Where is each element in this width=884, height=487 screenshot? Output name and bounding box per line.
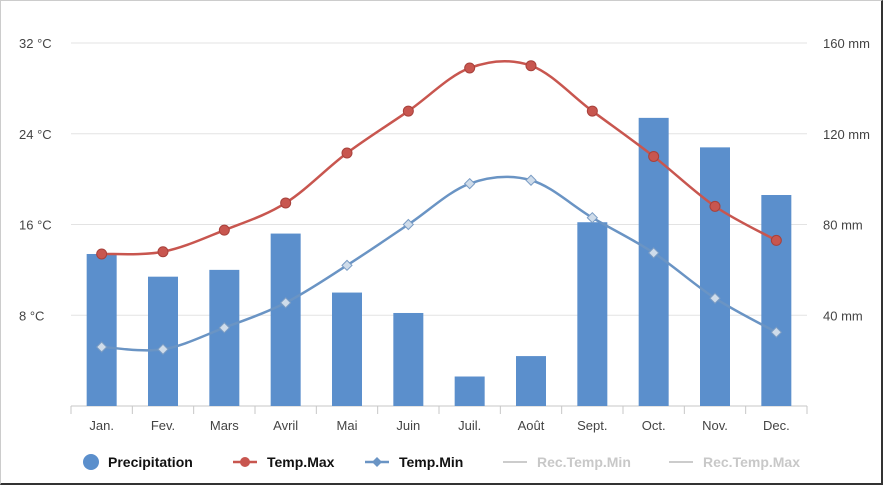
x-axis-tick-label: Jan.: [89, 418, 114, 433]
precipitation-bar[interactable]: [761, 195, 792, 406]
legend-item-label[interactable]: Temp.Max: [267, 454, 335, 470]
temp-min-point[interactable]: [218, 322, 231, 334]
temp-max-point[interactable]: [464, 62, 476, 74]
legend-item-label[interactable]: Rec.Temp.Max: [703, 454, 800, 470]
left-axis-tick-label: 16 °C: [19, 218, 52, 233]
x-axis-tick-label: Mai: [337, 418, 358, 433]
legend-temp-min-marker[interactable]: [372, 457, 382, 467]
temp-min-point[interactable]: [586, 211, 599, 224]
x-axis-tick-label: Oct.: [642, 418, 666, 433]
temp-max-point[interactable]: [402, 105, 414, 117]
legend-item-label[interactable]: Rec.Temp.Min: [537, 454, 631, 470]
x-axis-tick-label: Fev.: [151, 418, 175, 433]
temp-max-point[interactable]: [157, 246, 169, 258]
x-axis-tick-label: Juil.: [458, 418, 481, 433]
x-axis-tick-label: Mars: [210, 418, 239, 433]
x-axis-tick-label: Juin: [396, 418, 420, 433]
temp-max-point[interactable]: [648, 150, 660, 162]
temp-min-point[interactable]: [341, 259, 353, 272]
temp-max-point[interactable]: [709, 200, 721, 212]
right-axis-tick-label: 160 mm: [823, 36, 870, 51]
temp-min-point[interactable]: [279, 297, 292, 309]
temp-min-point[interactable]: [770, 326, 783, 338]
precipitation-bar[interactable]: [270, 233, 301, 406]
legend-item-label[interactable]: Temp.Min: [399, 454, 463, 470]
temp-max-point[interactable]: [218, 224, 230, 236]
precipitation-bar[interactable]: [577, 222, 608, 406]
x-axis-tick-label: Avril: [273, 418, 298, 433]
x-axis-tick-label: Nov.: [702, 418, 728, 433]
x-axis-tick-label: Août: [518, 418, 545, 433]
right-axis-tick-label: 120 mm: [823, 127, 870, 142]
temp-max-point[interactable]: [280, 197, 292, 209]
temp-min-line[interactable]: [101, 175, 777, 352]
x-axis-tick-label: Sept.: [577, 418, 607, 433]
legend-temp-max-marker[interactable]: [240, 457, 250, 467]
temp-max-point[interactable]: [341, 147, 353, 159]
temp-min-point[interactable]: [647, 247, 660, 259]
precipitation-bar[interactable]: [86, 253, 117, 406]
precipitation-bar[interactable]: [332, 292, 362, 406]
right-axis-tick-label: 80 mm: [823, 218, 863, 233]
left-axis-tick-label: 24 °C: [19, 127, 52, 142]
temp-max-point[interactable]: [96, 248, 108, 260]
temp-max-point[interactable]: [586, 105, 598, 117]
temp-max-point[interactable]: [525, 60, 537, 72]
temp-min-point[interactable]: [525, 174, 537, 186]
temp-min-point[interactable]: [709, 292, 721, 304]
precipitation-bar[interactable]: [516, 356, 546, 406]
temp-min-point[interactable]: [95, 341, 108, 353]
temp-max-line[interactable]: [101, 60, 777, 256]
legend-item-label[interactable]: Precipitation: [108, 454, 193, 470]
temp-min-point[interactable]: [463, 177, 476, 190]
precipitation-bar[interactable]: [393, 312, 424, 406]
left-axis-tick-label: 32 °C: [19, 36, 52, 51]
precipitation-bar[interactable]: [209, 269, 240, 406]
temp-min-point[interactable]: [157, 343, 169, 355]
precipitation-bar[interactable]: [700, 147, 730, 407]
precipitation-bar[interactable]: [148, 276, 178, 406]
temp-max-point[interactable]: [770, 234, 782, 246]
legend-precipitation-marker[interactable]: [83, 454, 99, 470]
left-axis-tick-label: 8 °C: [19, 308, 44, 323]
x-axis-tick-label: Dec.: [763, 418, 790, 433]
precipitation-bar[interactable]: [454, 376, 485, 406]
temp-min-point[interactable]: [402, 218, 415, 231]
right-axis-tick-label: 40 mm: [823, 308, 863, 323]
